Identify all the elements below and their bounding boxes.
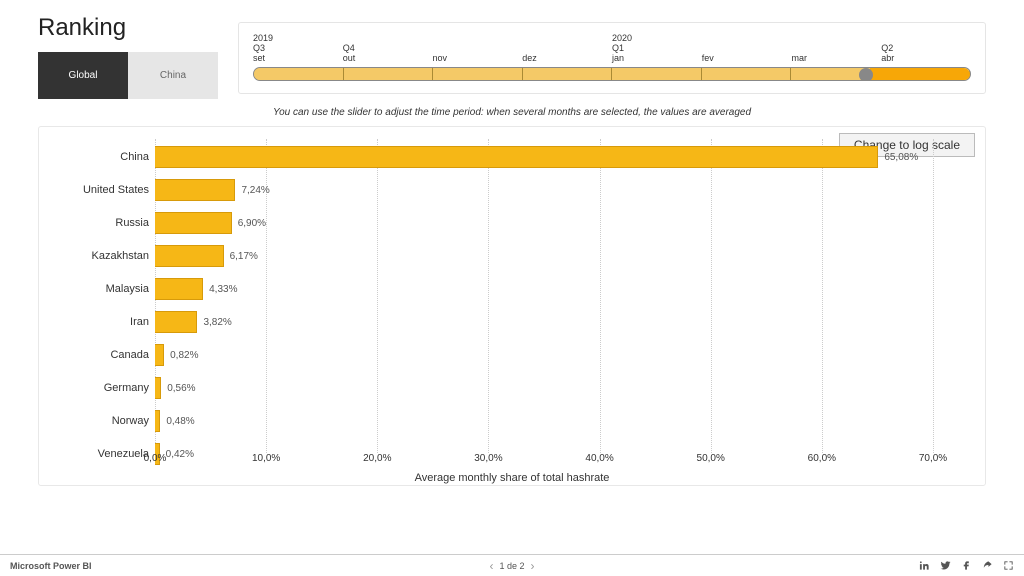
prev-page-button[interactable]: ‹ (489, 559, 493, 573)
x-tick-label: 40,0% (585, 453, 613, 464)
timeline-quarter (522, 43, 612, 53)
bar[interactable] (155, 278, 203, 300)
x-tick-label: 60,0% (808, 453, 836, 464)
timeline-quarter: Q2 (881, 43, 971, 53)
bar-category-label: Germany (104, 382, 155, 394)
timeline-segment[interactable] (523, 68, 613, 80)
bar-value-label: 4,33% (209, 284, 237, 295)
next-page-button[interactable]: › (531, 559, 535, 573)
bar-row: United States7,24% (155, 178, 933, 202)
bar-value-label: 7,24% (241, 185, 269, 196)
timeline-year: 2020 (612, 33, 702, 43)
bar-chart: China65,08%United States7,24%Russia6,90%… (63, 139, 961, 481)
tab-china[interactable]: China (128, 52, 218, 99)
timeline-month: out (343, 53, 433, 63)
bar[interactable] (155, 245, 224, 267)
bar[interactable] (155, 410, 160, 432)
timeline-segment[interactable] (433, 68, 523, 80)
bar-value-label: 3,82% (203, 317, 231, 328)
tab-group: Global China (38, 52, 218, 99)
linkedin-icon[interactable] (919, 560, 930, 571)
bar-category-label: Kazakhstan (92, 250, 155, 262)
timeline-segment[interactable] (612, 68, 702, 80)
gridline (933, 139, 934, 453)
timeline-quarter: Q3 (253, 43, 343, 53)
bar-category-label: Malaysia (106, 283, 155, 295)
timeline-quarter: Q4 (343, 43, 433, 53)
timeline-quarter: Q1 (612, 43, 702, 53)
bar-value-label: 6,90% (238, 218, 266, 229)
timeline-selection (870, 68, 970, 81)
bar-category-label: United States (83, 184, 155, 196)
timeline-year (522, 33, 612, 43)
timeline-segment[interactable] (344, 68, 434, 80)
timeline-month: jan (612, 53, 702, 63)
bar-row: Norway0,48% (155, 409, 933, 433)
timeline-handle[interactable] (859, 68, 873, 81)
bar-row: Kazakhstan6,17% (155, 244, 933, 268)
bar-value-label: 0,48% (166, 416, 194, 427)
bar-row: Germany0,56% (155, 376, 933, 400)
timeline-month: nov (433, 53, 523, 63)
timeline-month: set (253, 53, 343, 63)
timeline-year (343, 33, 433, 43)
timeline-segment[interactable] (254, 68, 344, 80)
x-tick-label: 30,0% (474, 453, 502, 464)
x-tick-label: 20,0% (363, 453, 391, 464)
bar-row: Malaysia4,33% (155, 277, 933, 301)
x-tick-label: 50,0% (697, 453, 725, 464)
x-tick-label: 0,0% (144, 453, 167, 464)
bar-row: Russia6,90% (155, 211, 933, 235)
timeline-quarter (792, 43, 882, 53)
bar-category-label: Norway (112, 415, 155, 427)
page-title: Ranking (38, 14, 218, 42)
bar-category-label: China (120, 151, 155, 163)
footer-bar: Microsoft Power BI ‹ 1 de 2 › (0, 554, 1024, 576)
chart-card: Change to log scale China65,08%United St… (38, 126, 986, 486)
bar[interactable] (155, 311, 197, 333)
brand-label: Microsoft Power BI (10, 561, 92, 571)
timeline-year (433, 33, 523, 43)
bar-category-label: Canada (110, 349, 155, 361)
bar-value-label: 0,82% (170, 350, 198, 361)
facebook-icon[interactable] (961, 560, 972, 571)
page-indicator: 1 de 2 (499, 561, 524, 571)
x-tick-label: 10,0% (252, 453, 280, 464)
page-navigator: ‹ 1 de 2 › (489, 559, 534, 573)
timeline-year: 2019 (253, 33, 343, 43)
timeline-year (881, 33, 971, 43)
bar[interactable] (155, 212, 232, 234)
fullscreen-icon[interactable] (1003, 560, 1014, 571)
bar[interactable] (155, 179, 235, 201)
twitter-icon[interactable] (940, 560, 951, 571)
share-icon[interactable] (982, 560, 993, 571)
timeline-segment[interactable] (702, 68, 792, 80)
timeline-quarter (433, 43, 523, 53)
timeline-month: mar (792, 53, 882, 63)
timeline-slider[interactable]: 2019 2020 Q3Q4 Q1 Q2 setoutnovdezjanfevmara… (238, 22, 986, 94)
timeline-month: abr (881, 53, 971, 63)
bar-row: Iran3,82% (155, 310, 933, 334)
timeline-month: fev (702, 53, 792, 63)
x-axis-label: Average monthly share of total hashrate (63, 472, 961, 484)
bar-row: China65,08% (155, 145, 933, 169)
tab-global[interactable]: Global (38, 52, 128, 99)
timeline-quarter (702, 43, 792, 53)
bar[interactable] (155, 344, 164, 366)
bar-value-label: 6,17% (230, 251, 258, 262)
bar-row: Canada0,82% (155, 343, 933, 367)
timeline-year (792, 33, 882, 43)
bar-value-label: 65,08% (884, 152, 918, 163)
bar[interactable] (155, 377, 161, 399)
x-tick-label: 70,0% (919, 453, 947, 464)
bar-category-label: Russia (115, 217, 155, 229)
timeline-year (702, 33, 792, 43)
timeline-month: dez (522, 53, 612, 63)
hint-text: You can use the slider to adjust the tim… (38, 107, 986, 118)
bar[interactable] (155, 146, 878, 168)
bar-category-label: Iran (130, 316, 155, 328)
bar-value-label: 0,56% (167, 383, 195, 394)
